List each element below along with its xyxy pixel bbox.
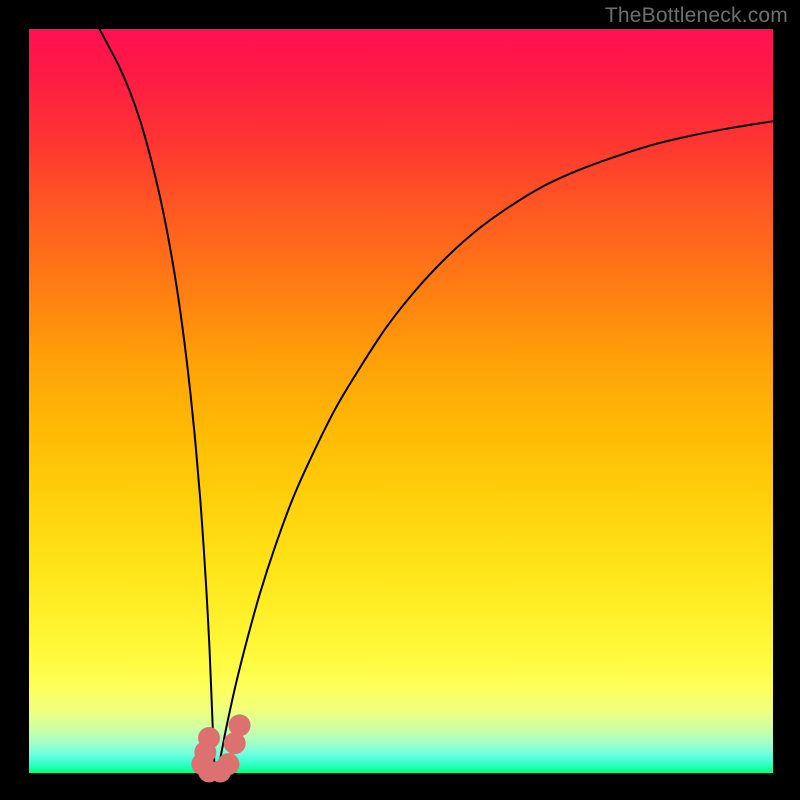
vertex-marker: [217, 753, 239, 775]
bottleneck-chart: [0, 0, 800, 800]
watermark-text: TheBottleneck.com: [605, 4, 788, 28]
vertex-marker: [229, 714, 251, 736]
gradient-background: [29, 29, 773, 773]
